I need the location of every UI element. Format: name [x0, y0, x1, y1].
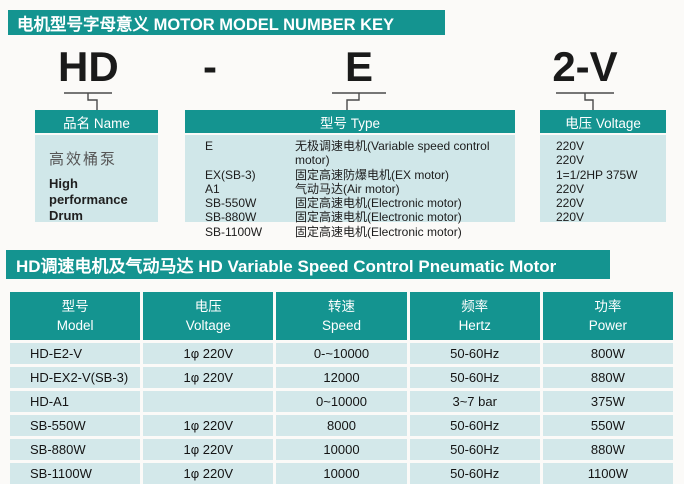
type-code: SB-880W: [205, 210, 257, 225]
table-header-cell: 功率 Power: [542, 292, 673, 340]
table-cell: 3~7 bar: [409, 391, 540, 412]
table-cell: 1100W: [542, 463, 673, 484]
table-header-zh: 频率: [461, 299, 489, 314]
type-row: EX(SB-3) 固定高速防爆电机(EX motor): [185, 168, 515, 182]
type-code: A1: [205, 181, 220, 196]
type-description: 固定高速防爆电机(EX motor): [295, 167, 450, 182]
type-row: SB-1100W 固定高速电机(Electronic motor): [185, 225, 515, 239]
table-cell: 1φ 220V: [143, 367, 274, 388]
voltage-line: 220V: [556, 210, 585, 225]
table-cell: 50-60Hz: [409, 439, 540, 460]
table-header-cell: 频率 Hertz: [409, 292, 540, 340]
name-column-header: 品名 Name: [35, 110, 158, 133]
voltage-line: 1=1/2HP 375W: [556, 167, 638, 182]
type-description: 固定高速电机(Electronic motor): [295, 196, 462, 211]
model-part-dash: -: [203, 43, 217, 90]
table-cell: 50-60Hz: [409, 463, 540, 484]
type-description: 固定高速电机(Electronic motor): [295, 224, 462, 239]
voltage-line: 220V: [556, 153, 585, 168]
table-cell: 880W: [542, 439, 673, 460]
table-cell: 12000: [276, 367, 407, 388]
type-row: SB-550W 固定高速电机(Electronic motor): [185, 196, 515, 210]
type-code: SB-550W: [205, 196, 257, 211]
type-column-body: E 无极调速电机(Variable speed control motor) EX(…: [185, 135, 515, 239]
section2-title-bar: HD调速电机及气动马达 HD Variable Speed Control Pn…: [6, 250, 610, 279]
name-line-en2: Drum: [49, 208, 83, 223]
table-cell: [143, 391, 274, 412]
table-cell: 50-60Hz: [409, 415, 540, 436]
table-cell: 0-~10000: [276, 343, 407, 364]
table-header-en: Speed: [321, 318, 362, 333]
table-header-cell: 型号 Model: [10, 292, 141, 340]
table-cell: 1φ 220V: [143, 343, 274, 364]
table-cell: HD-A1: [10, 391, 141, 412]
table-cell: 375W: [542, 391, 673, 412]
name-column-body: 高效桶泵 High performance Drum: [35, 135, 158, 223]
table-header-zh: 功率: [594, 299, 622, 314]
voltage-line: 220V: [556, 139, 585, 153]
model-part-prefix: HD: [58, 43, 119, 90]
table-cell: HD-EX2-V(SB-3): [10, 367, 141, 388]
voltage-column-header: 电压 Voltage: [540, 110, 666, 133]
section1-title-bar: 电机型号字母意义 MOTOR MODEL NUMBER KEY: [8, 10, 445, 35]
type-description: 固定高速电机(Electronic motor): [295, 210, 462, 225]
type-code: SB-1100W: [205, 224, 263, 239]
table-cell: SB-550W: [10, 415, 141, 436]
table-header-en: Voltage: [185, 318, 231, 333]
table-cell: HD-E2-V: [10, 343, 141, 364]
type-code: EX(SB-3): [205, 167, 256, 182]
table-cell: 50-60Hz: [409, 367, 540, 388]
table-header-en: Power: [588, 318, 628, 333]
spec-table: 型号 Model 电压 Voltage 转速 Speed 频率 Hertz 功率 Power HD-…: [10, 292, 673, 484]
table-header-zh: 型号: [61, 299, 89, 314]
table-cell: 1φ 220V: [143, 415, 274, 436]
table-cell: 550W: [542, 415, 673, 436]
type-column-header: 型号 Type: [185, 110, 515, 133]
type-description: 气动马达(Air motor): [295, 181, 400, 196]
table-cell: SB-1100W: [10, 463, 141, 484]
table-cell: 1φ 220V: [143, 463, 274, 484]
table-cell: 50-60Hz: [409, 343, 540, 364]
table-header-en: Hertz: [458, 318, 491, 333]
type-row: A1 气动马达(Air motor): [185, 182, 515, 196]
table-cell: 10000: [276, 439, 407, 460]
voltage-column-body: 220V 220V 1=1/2HP 375W 220V 220V 220V: [540, 135, 666, 225]
name-line-en1: High performance: [49, 176, 128, 207]
table-cell: 8000: [276, 415, 407, 436]
table-header-zh: 转速: [327, 299, 355, 314]
table-cell: 0~10000: [276, 391, 407, 412]
type-description: 无极调速电机(Variable speed control motor): [295, 139, 490, 168]
type-code: E: [205, 139, 214, 153]
model-part-type: E: [344, 43, 373, 90]
voltage-line: 220V: [556, 196, 585, 211]
type-row: SB-880W 固定高速电机(Electronic motor): [185, 210, 515, 224]
table-cell: 10000: [276, 463, 407, 484]
table-cell: 1φ 220V: [143, 439, 274, 460]
table-header-zh: 电压: [194, 299, 222, 314]
voltage-line: 220V: [556, 181, 585, 196]
section1-title: 电机型号字母意义 MOTOR MODEL NUMBER KEY: [17, 15, 395, 34]
table-header-cell: 转速 Speed: [276, 292, 407, 340]
table-header-cell: 电压 Voltage: [143, 292, 274, 340]
section2-title: HD调速电机及气动马达 HD Variable Speed Control Pn…: [16, 257, 557, 276]
name-line-zh: 高效桶泵: [49, 152, 118, 168]
table-header-en: Model: [56, 318, 94, 333]
table-cell: 880W: [542, 367, 673, 388]
model-part-voltage: 2-V: [552, 43, 618, 90]
table-cell: 800W: [542, 343, 673, 364]
table-cell: SB-880W: [10, 439, 141, 460]
type-row: E 无极调速电机(Variable speed control motor): [185, 139, 515, 168]
